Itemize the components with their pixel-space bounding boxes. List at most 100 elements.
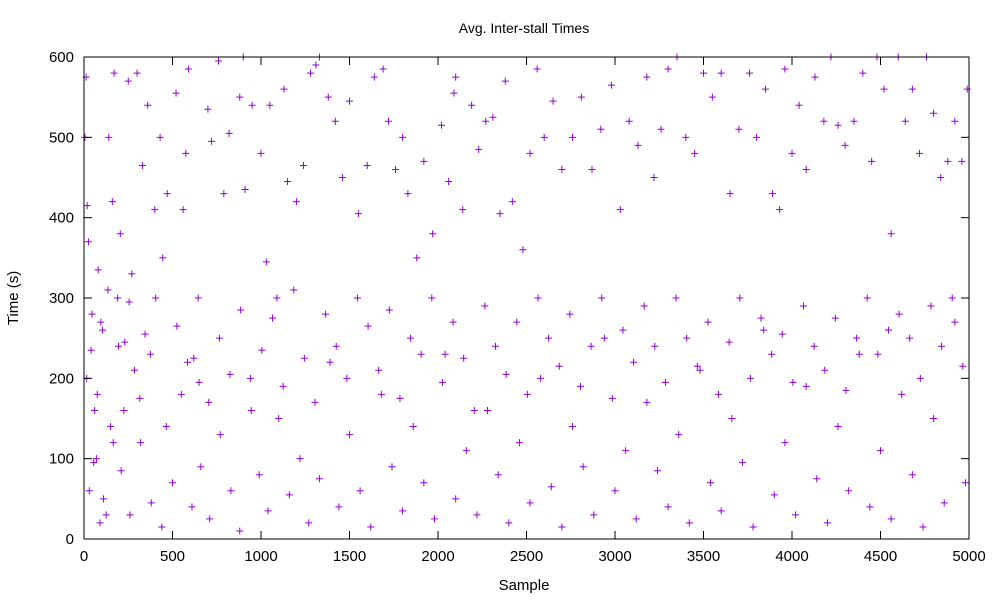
data-point [704, 318, 712, 326]
y-axis-title: Time (s) [5, 271, 22, 325]
data-point [547, 483, 555, 491]
data-point [866, 503, 874, 511]
data-point [634, 141, 642, 149]
data-point [279, 382, 287, 390]
data-point [963, 85, 971, 93]
data-point [216, 431, 224, 439]
data-point [717, 507, 725, 515]
data-point [545, 334, 553, 342]
data-point [184, 358, 192, 366]
data-point [417, 350, 425, 358]
data-point [650, 174, 658, 181]
data-point [125, 298, 133, 306]
data-point [930, 109, 938, 117]
data-point [651, 342, 659, 350]
data-point [887, 230, 895, 238]
data-point [901, 117, 909, 125]
ticks-layer: 0 500 1000 1500 2000 2500 3000 3500 4000 4500 5000… [49, 49, 986, 565]
data-point [736, 294, 744, 302]
data-point [683, 334, 691, 342]
data-point [588, 165, 596, 173]
data-point [379, 65, 387, 73]
data-point [505, 519, 513, 527]
data-point [664, 503, 672, 511]
data-point [792, 511, 800, 519]
data-point [88, 310, 96, 318]
data-point [598, 294, 606, 302]
data-point [608, 394, 616, 402]
data-point [85, 487, 93, 495]
data-point [494, 471, 502, 479]
data-point [788, 149, 796, 157]
data-point [757, 314, 765, 322]
data-point [375, 366, 383, 374]
data-point [951, 318, 959, 326]
chart-title: Avg. Inter-stall Times [459, 20, 589, 36]
data-point [158, 523, 166, 531]
data-point [823, 519, 831, 527]
data-point [534, 294, 542, 302]
data-point [102, 511, 110, 519]
data-point [459, 206, 467, 214]
data-point [392, 165, 400, 173]
data-point [438, 121, 446, 129]
data-point [707, 479, 715, 487]
y-tick-label: 0 [66, 531, 74, 548]
data-point [420, 157, 428, 165]
data-point [948, 294, 956, 302]
data-point [484, 406, 492, 414]
data-point [269, 314, 277, 322]
data-point [533, 65, 541, 73]
x-tick-label: 4000 [775, 548, 808, 565]
data-point [388, 463, 396, 471]
data-point [257, 149, 265, 157]
data-point [961, 479, 969, 487]
data-point [152, 294, 160, 302]
data-point [237, 306, 245, 314]
data-point [845, 487, 853, 495]
data-point [481, 302, 489, 310]
data-point [781, 439, 789, 447]
data-point [307, 69, 315, 77]
data-point [884, 326, 892, 334]
data-point [693, 362, 701, 370]
data-point [246, 374, 254, 382]
data-point [643, 73, 651, 81]
data-point [802, 165, 810, 173]
data-point [746, 69, 754, 77]
data-point [906, 334, 914, 342]
data-point [220, 190, 228, 198]
data-point [859, 69, 867, 77]
data-point [115, 342, 123, 350]
data-point [576, 382, 584, 390]
data-point [96, 519, 104, 527]
y-tick-label: 200 [49, 370, 74, 387]
data-point [607, 81, 615, 89]
data-point [653, 467, 661, 475]
data-point [452, 495, 460, 503]
data-point [409, 423, 417, 431]
data-point [99, 495, 107, 503]
data-point [696, 366, 704, 374]
data-point [300, 354, 308, 362]
data-point [523, 390, 531, 398]
data-point [137, 439, 145, 447]
data-point [114, 294, 122, 302]
data-point [107, 423, 115, 431]
data-point [749, 523, 757, 531]
data-point [502, 370, 510, 378]
data-point [280, 85, 288, 93]
data-point [508, 198, 516, 206]
data-point [874, 350, 882, 358]
data-point [130, 366, 138, 374]
data-point [206, 515, 214, 523]
data-point [452, 73, 460, 81]
data-point [715, 390, 723, 398]
data-point [795, 101, 803, 109]
x-tick-label: 3500 [687, 548, 720, 565]
data-point [501, 77, 509, 85]
data-point [611, 487, 619, 495]
data-point [880, 85, 888, 93]
data-point [367, 523, 375, 531]
data-point [292, 198, 300, 206]
